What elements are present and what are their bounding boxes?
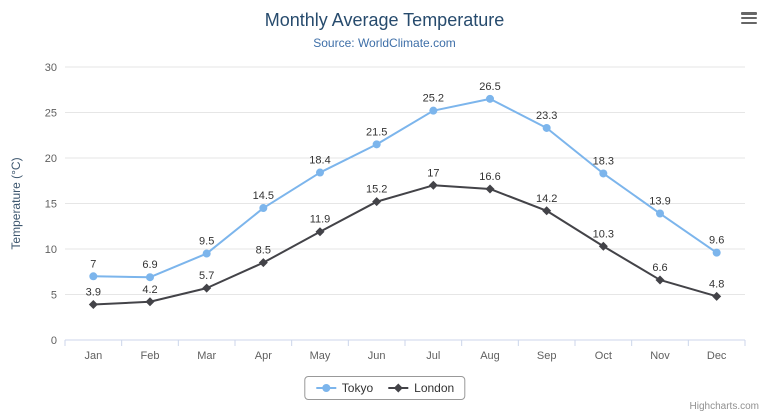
data-point-tokyo[interactable] [146, 273, 154, 282]
data-point-london[interactable] [145, 297, 155, 307]
x-axis-label: Jul [426, 350, 440, 362]
chart-subtitle: Source: WorldClimate.com [313, 36, 456, 50]
data-label: 3.9 [86, 287, 101, 299]
data-point-london[interactable] [202, 283, 212, 293]
x-axis-label: Jan [84, 350, 102, 362]
y-axis-tick-label: 0 [51, 335, 57, 347]
data-label: 13.9 [649, 196, 670, 208]
x-axis-label: Nov [650, 350, 670, 362]
data-label: 4.2 [142, 284, 157, 296]
y-axis-tick-label: 5 [51, 290, 57, 302]
y-axis-tick-label: 15 [45, 199, 57, 211]
data-point-tokyo[interactable] [316, 168, 324, 177]
x-axis-label: May [310, 350, 331, 362]
data-point-tokyo[interactable] [372, 140, 381, 149]
data-label: 11.9 [310, 214, 331, 226]
data-label: 16.6 [479, 171, 500, 183]
y-axis-tick-label: 30 [45, 62, 57, 74]
series-line-london [92, 184, 718, 306]
data-point-tokyo[interactable] [486, 94, 494, 103]
diamond-marker-icon [388, 383, 409, 393]
data-point-london[interactable] [258, 258, 268, 268]
data-label: 10.3 [593, 228, 614, 240]
data-label: 9.6 [709, 235, 724, 247]
y-axis-title: Temperature (°C) [9, 157, 23, 249]
data-label: 6.9 [142, 259, 157, 271]
data-label: 15.2 [366, 184, 387, 196]
y-axis-tick-label: 25 [45, 108, 57, 120]
data-label: 6.6 [652, 262, 667, 274]
x-axis-label: Apr [255, 350, 272, 362]
data-point-tokyo[interactable] [259, 204, 268, 213]
data-label: 23.3 [536, 110, 557, 122]
data-label: 7 [90, 258, 96, 270]
data-label: 9.5 [199, 236, 214, 248]
data-point-london[interactable] [598, 241, 608, 251]
hamburger-menu-icon[interactable] [741, 12, 757, 24]
x-axis-label: Sep [537, 350, 557, 362]
legend-item-london[interactable]: London [387, 381, 454, 395]
data-label: 26.5 [479, 81, 500, 93]
hamburger-bar [741, 16, 757, 20]
hamburger-bar [741, 12, 757, 15]
data-point-london[interactable] [542, 206, 552, 216]
y-axis-tick-label: 20 [45, 153, 57, 165]
series-line-tokyo [92, 97, 718, 279]
x-axis-label: Oct [595, 350, 612, 362]
data-point-tokyo[interactable] [202, 249, 211, 258]
data-point-tokyo[interactable] [89, 272, 98, 281]
data-point-london[interactable] [372, 197, 382, 207]
data-label: 21.5 [366, 126, 387, 138]
data-label: 8.5 [256, 245, 271, 257]
data-point-london[interactable] [315, 227, 325, 237]
data-point-tokyo[interactable] [656, 209, 664, 218]
hamburger-bar [741, 21, 757, 24]
x-axis-label: Feb [141, 350, 160, 362]
highcharts-credit[interactable]: Highcharts.com [689, 401, 759, 412]
legend-item-tokyo[interactable]: Tokyo [315, 381, 373, 395]
y-axis-tick-label: 10 [45, 244, 57, 256]
data-label: 14.5 [253, 190, 274, 202]
legend: Tokyo London [303, 376, 466, 400]
x-axis-label: Aug [480, 350, 500, 362]
data-point-london[interactable] [485, 184, 495, 194]
data-point-london[interactable] [712, 291, 722, 301]
data-label: 18.3 [593, 155, 614, 167]
data-point-tokyo[interactable] [712, 248, 721, 257]
data-label: 14.2 [536, 193, 557, 205]
data-label: 25.2 [423, 93, 444, 105]
data-label: 18.4 [309, 155, 330, 167]
data-point-london[interactable] [88, 300, 98, 310]
data-point-london[interactable] [655, 275, 665, 285]
data-point-tokyo[interactable] [542, 123, 551, 132]
data-label: 4.8 [709, 278, 724, 290]
data-label: 17 [427, 167, 439, 179]
circle-marker-icon [315, 384, 336, 392]
chart-title: Monthly Average Temperature [264, 10, 505, 30]
data-point-tokyo[interactable] [429, 106, 438, 115]
legend-label: London [414, 381, 455, 395]
x-axis-label: Jun [368, 350, 386, 362]
data-point-london[interactable] [428, 180, 438, 190]
data-label: 5.7 [199, 270, 214, 282]
data-point-tokyo[interactable] [599, 169, 608, 178]
x-axis-label: Mar [197, 350, 216, 362]
legend-label: Tokyo [341, 381, 374, 395]
x-axis-label: Dec [707, 350, 727, 362]
